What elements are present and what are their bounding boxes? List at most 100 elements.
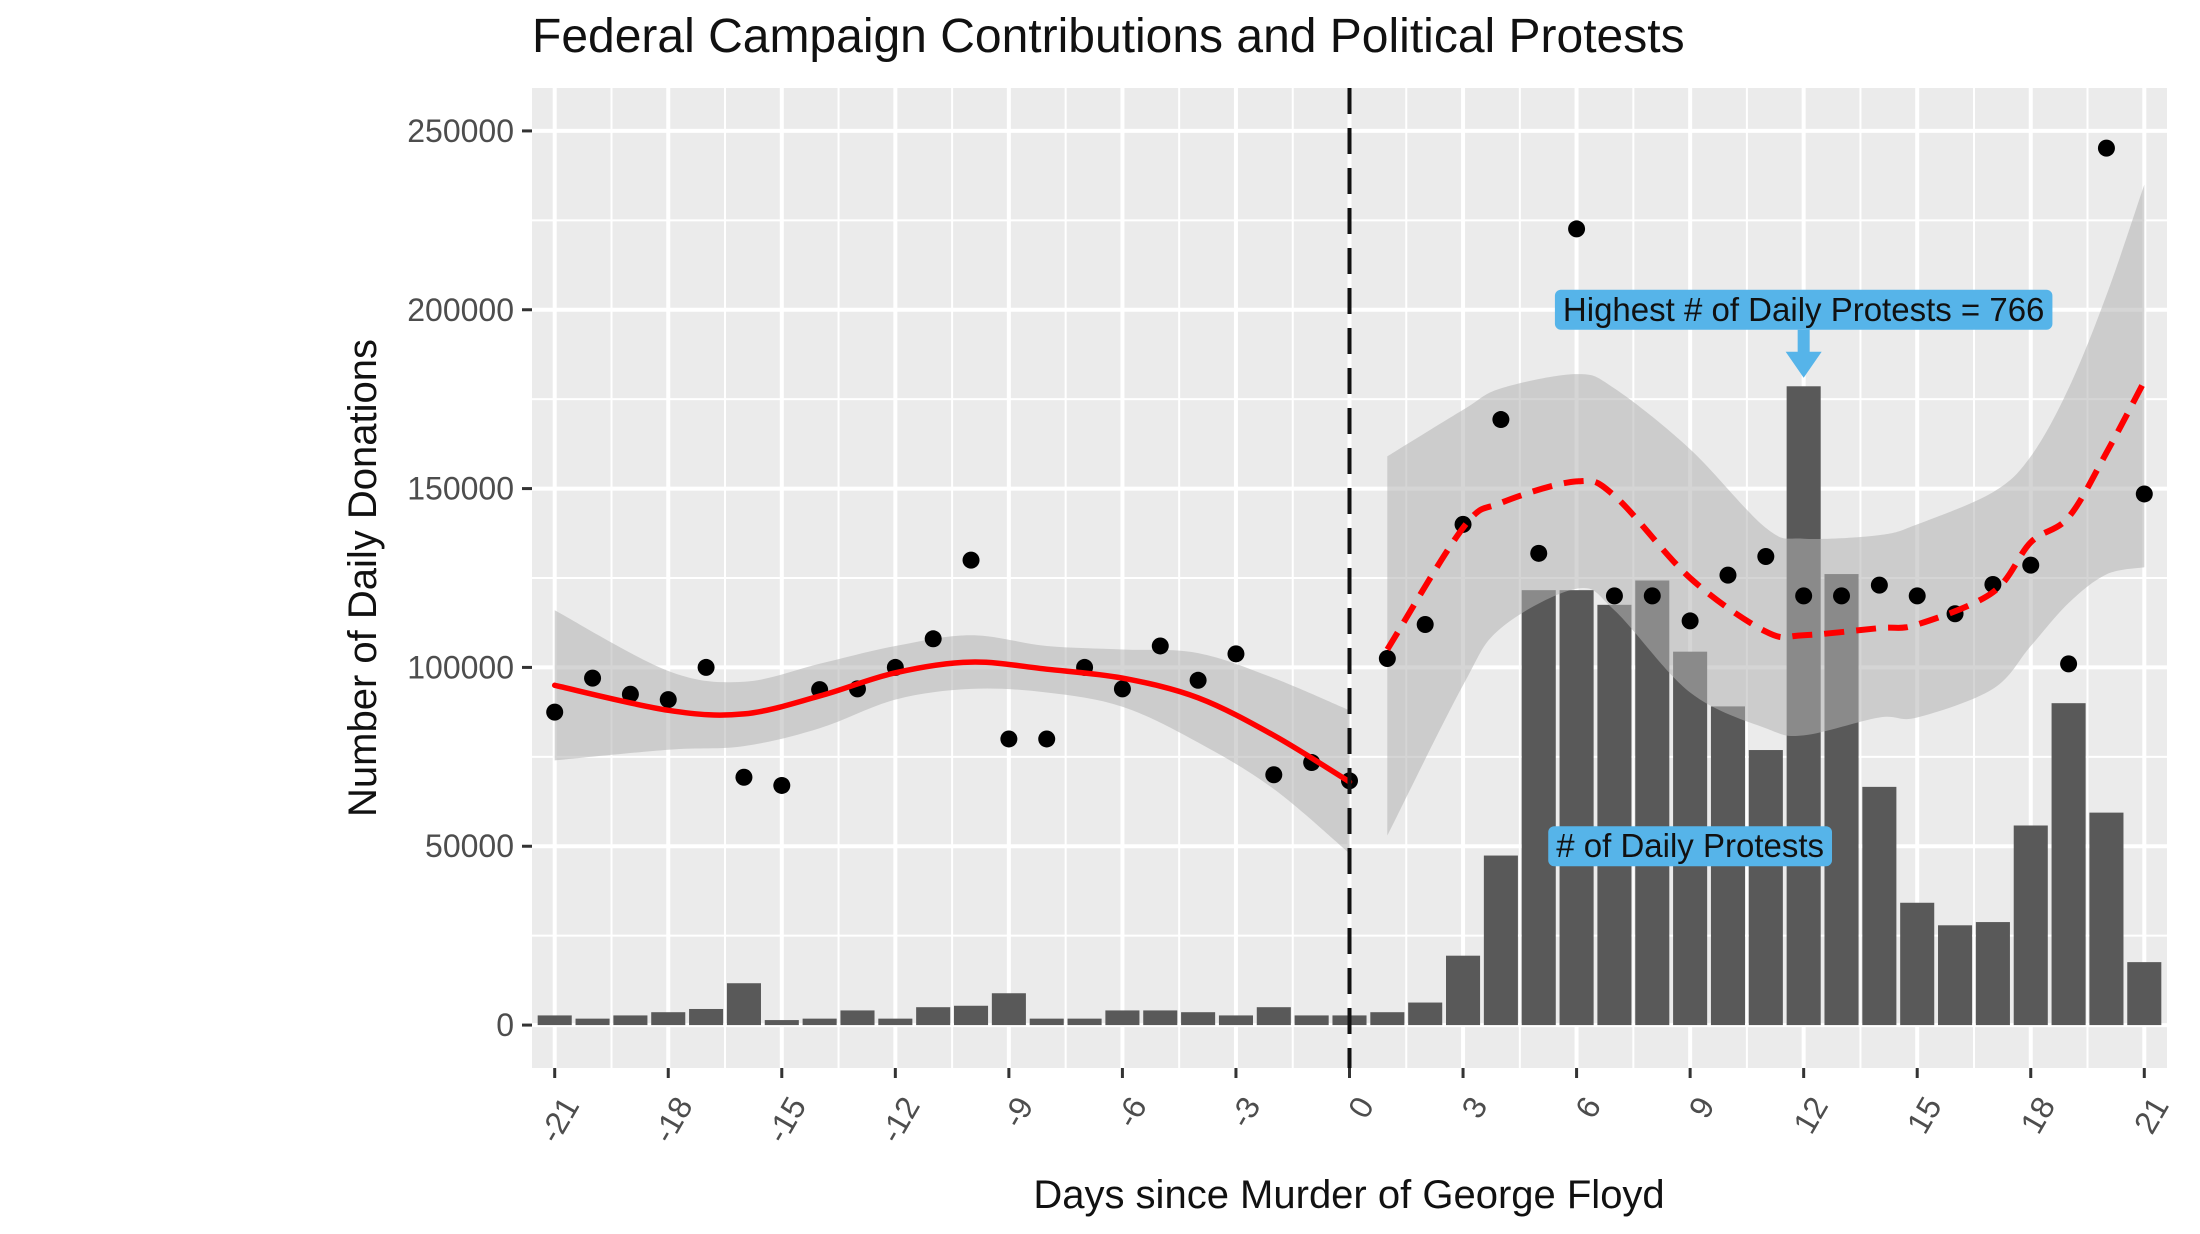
protest-bar	[802, 1018, 837, 1026]
protest-bar	[1446, 955, 1481, 1026]
donation-point	[1908, 587, 1926, 605]
protest-bar	[1938, 925, 1973, 1026]
protest-bar	[1218, 1015, 1253, 1026]
donation-point	[584, 669, 602, 687]
protest-bar	[1105, 1010, 1140, 1026]
x-tick-label: 3	[1454, 1091, 1494, 1124]
x-tick-label: 15	[1900, 1091, 1949, 1140]
x-tick-label: -6	[1108, 1091, 1153, 1134]
donation-point	[546, 703, 564, 721]
protest-bar	[953, 1005, 989, 1026]
donation-point	[621, 685, 639, 703]
protest-bar	[916, 1007, 951, 1026]
chart-title: Federal Campaign Contributions and Polit…	[532, 10, 1685, 63]
donation-point	[1416, 615, 1434, 633]
x-tick-label: -9	[995, 1091, 1040, 1134]
donation-point	[1378, 649, 1396, 667]
donation-point	[1795, 587, 1813, 605]
confidence-bands	[554, 184, 2145, 854]
protest-bar	[1143, 1010, 1178, 1026]
donation-point	[773, 776, 791, 794]
protest-bar	[1408, 1002, 1443, 1026]
annotation-peak-arrow	[1785, 329, 1822, 378]
donation-point	[1870, 576, 1888, 594]
donation-point	[2135, 485, 2153, 503]
protest-bar	[1181, 1012, 1216, 1026]
protest-bar	[1559, 590, 1594, 1026]
x-tick-label: -12	[872, 1091, 926, 1149]
protest-bar	[2127, 962, 2162, 1026]
protest-bar	[1862, 786, 1897, 1026]
donation-point	[735, 768, 753, 786]
x-axis-title: Days since Murder of George Floyd	[1033, 1173, 1664, 1217]
annotations: Highest # of Daily Protests = 766 # of D…	[1548, 289, 2053, 867]
y-tick-label: 250000	[407, 113, 514, 149]
smooth-lines	[551, 379, 2147, 785]
annotation-peak-box	[1554, 289, 2053, 330]
donation-points	[546, 139, 2153, 794]
donation-point	[1757, 548, 1775, 566]
annotation-peak-label: Highest # of Daily Protests = 766	[1563, 291, 2045, 328]
protest-bar	[726, 983, 761, 1026]
protest-bar	[1597, 604, 1632, 1026]
y-axis-title: Number of Daily Donations	[341, 339, 385, 817]
donation-point	[1492, 411, 1510, 429]
protest-bar	[840, 1010, 875, 1026]
donation-point	[1681, 612, 1699, 630]
protest-bar	[2013, 825, 2048, 1026]
donation-point	[962, 551, 980, 569]
confidence-band-post	[1387, 184, 2145, 836]
x-tick-label: -18	[645, 1091, 699, 1149]
donation-point	[1833, 587, 1851, 605]
protest-bar	[1483, 855, 1518, 1026]
donation-point	[1038, 730, 1056, 748]
smooth-line-post	[1384, 379, 2147, 652]
protest-bar	[575, 1018, 610, 1026]
protest-bar	[2089, 812, 2124, 1026]
donation-point	[1265, 766, 1283, 784]
donation-point	[1227, 645, 1245, 663]
donation-point	[697, 658, 715, 676]
annotation-bars-box	[1548, 826, 1833, 867]
donation-point	[2022, 556, 2040, 574]
x-tick-label: 12	[1786, 1091, 1835, 1140]
donation-point	[1643, 587, 1661, 605]
y-tick-label: 0	[496, 1007, 514, 1043]
donation-point	[1000, 730, 1018, 748]
protest-bar	[1521, 590, 1556, 1026]
donation-point	[1530, 544, 1548, 562]
protest-bar	[1294, 1015, 1329, 1026]
protest-bar	[764, 1020, 799, 1026]
x-tick-label: -3	[1222, 1091, 1267, 1134]
protest-bar	[1975, 922, 2010, 1026]
y-tick-label: 200000	[407, 292, 514, 328]
donation-point	[659, 691, 677, 709]
protest-bar	[1370, 1012, 1405, 1026]
protest-bar	[1067, 1018, 1102, 1026]
donation-point	[924, 630, 942, 648]
y-tick-label: 150000	[407, 471, 514, 507]
protest-bar	[651, 1012, 686, 1026]
y-tick-label: 100000	[407, 649, 514, 685]
x-tick-label: 6	[1568, 1091, 1608, 1124]
annotation-bars-label: # of Daily Protests	[1556, 827, 1824, 864]
confidence-band-pre	[554, 610, 1350, 854]
y-tick-label: 50000	[425, 828, 514, 864]
protest-bar	[689, 1008, 724, 1026]
protest-bar	[1900, 902, 1935, 1026]
protest-bar	[1748, 750, 1783, 1026]
protest-bar	[613, 1015, 648, 1026]
donation-point	[1113, 680, 1131, 698]
donation-point	[1984, 575, 2002, 593]
protest-bar	[2051, 703, 2086, 1026]
x-tick-label: -15	[759, 1091, 813, 1149]
x-tick-label: 0	[1341, 1091, 1381, 1124]
x-tick-label: 21	[2127, 1091, 2176, 1140]
donation-point	[1189, 671, 1207, 689]
x-tick-label: -21	[532, 1091, 586, 1149]
x-tick-label: 18	[2013, 1091, 2062, 1140]
donation-point	[1568, 220, 1586, 238]
donation-point	[1719, 566, 1737, 584]
protest-bar	[991, 993, 1026, 1026]
